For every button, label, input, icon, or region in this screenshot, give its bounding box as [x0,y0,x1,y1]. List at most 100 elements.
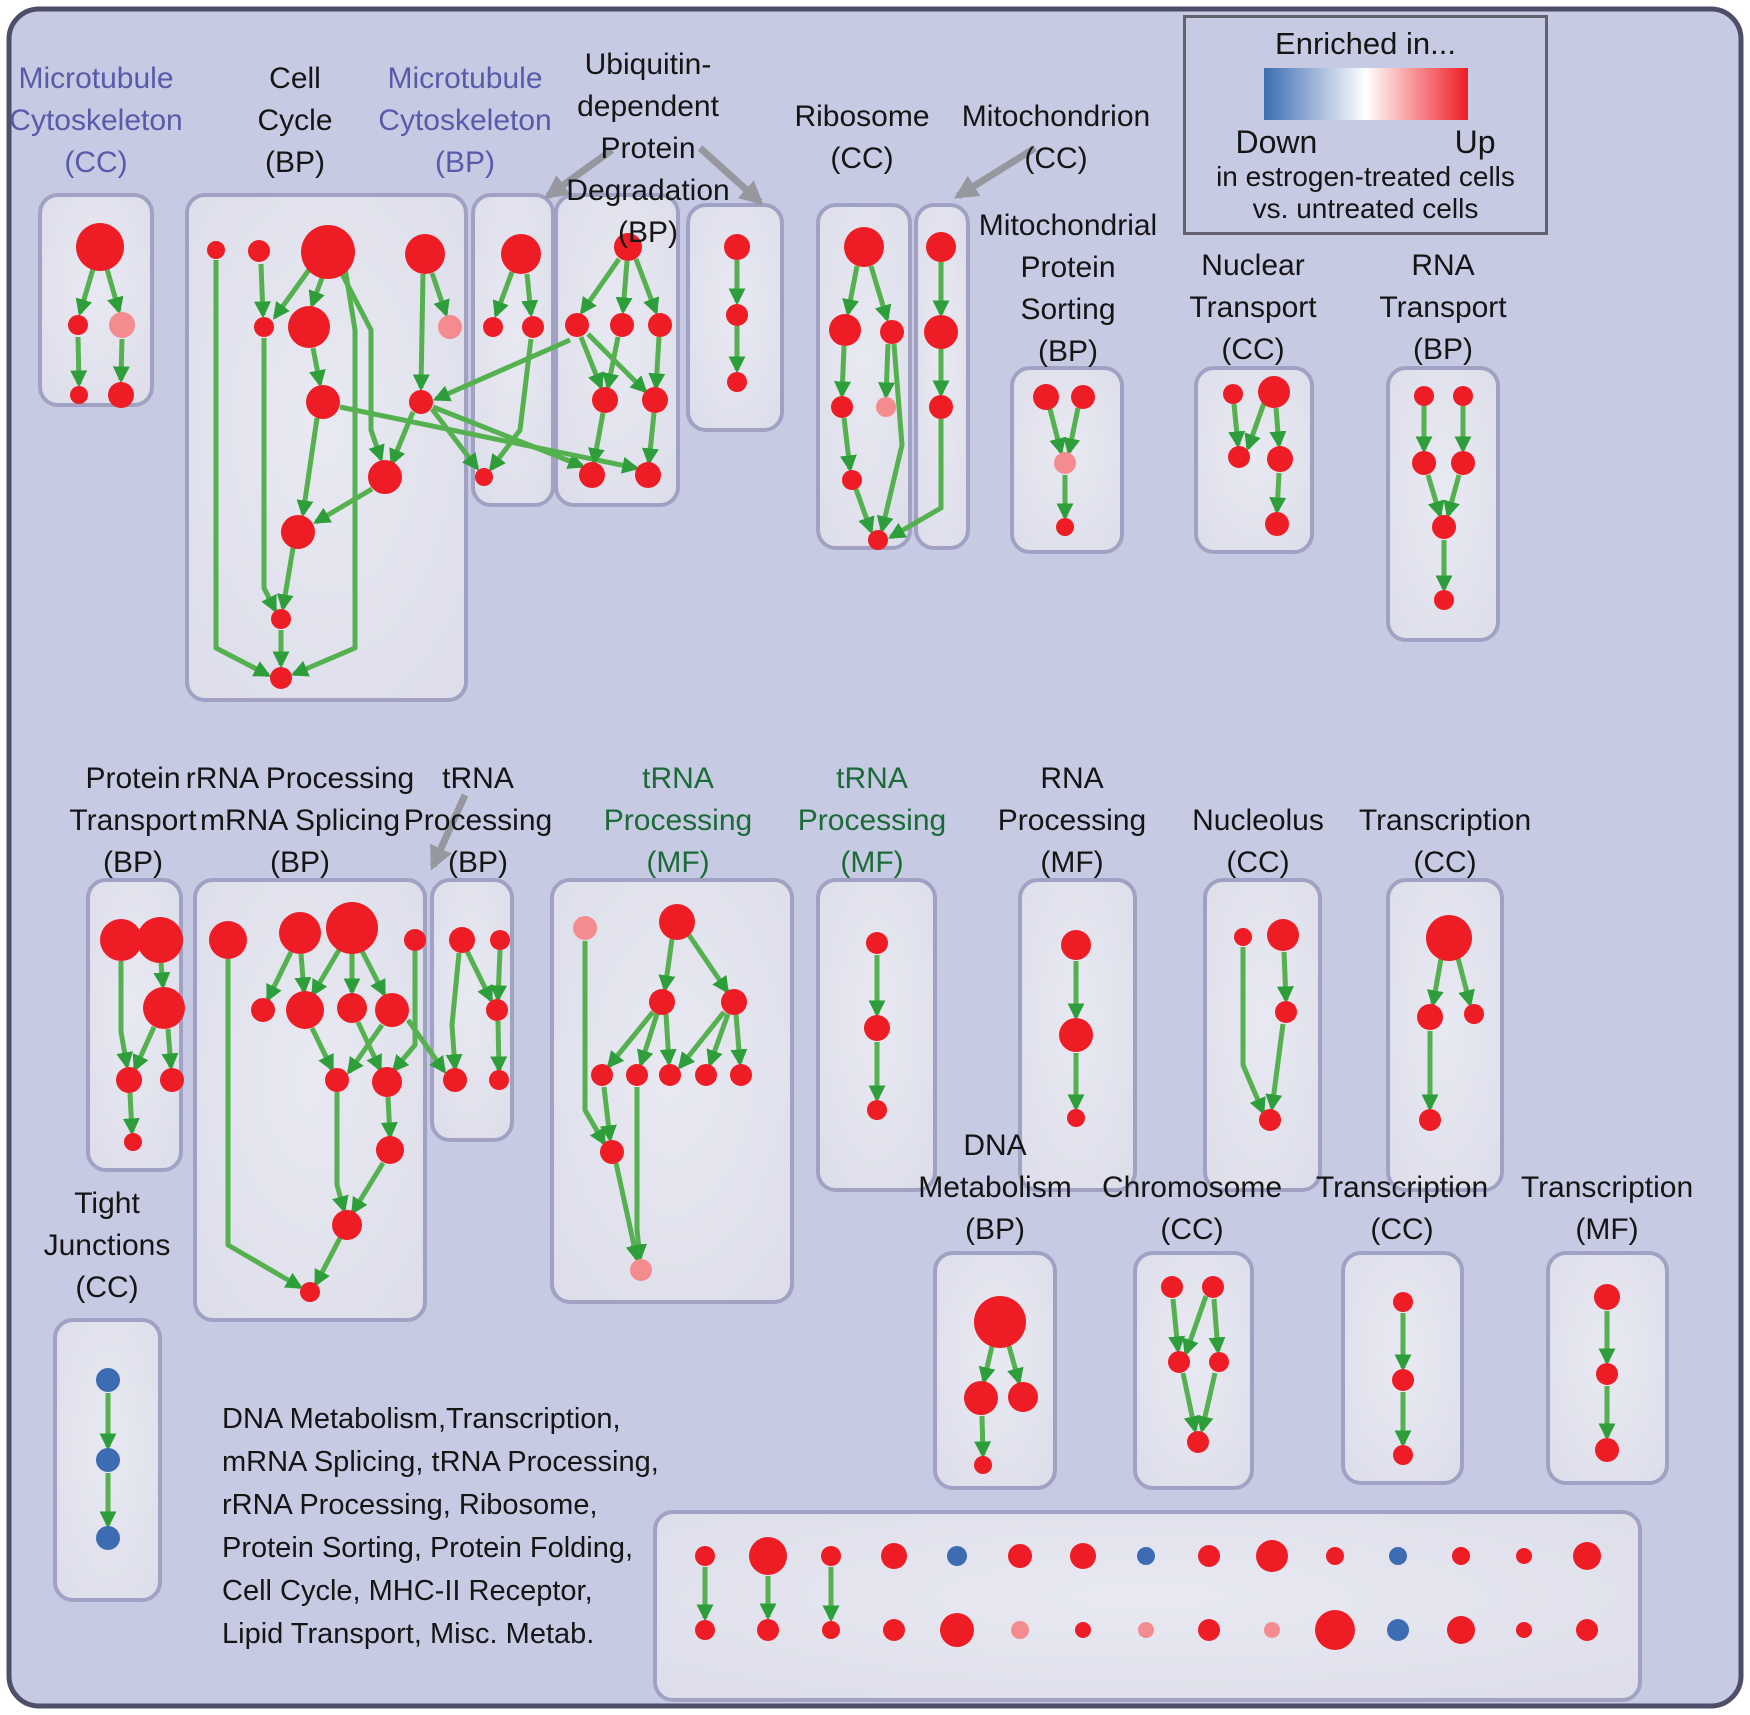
go-term-node [880,320,904,344]
go-term-node [1326,1547,1344,1565]
go-term-node [279,912,321,954]
go-term-node [947,1546,967,1566]
cluster-box-nuclear-transport-cc [1194,366,1314,554]
go-term-node [1389,1547,1407,1565]
edge-arrow [641,412,659,466]
go-term-node [1161,1276,1183,1298]
go-term-node [1595,1438,1619,1462]
go-term-node [749,1537,787,1575]
go-term-node [288,306,330,348]
edge-arrow [122,1092,140,1136]
edge-arrow [686,933,730,994]
label-pointer-arrow [697,145,764,206]
edge-arrow [1196,1372,1218,1434]
edge-arrow [648,336,666,391]
edge-arrow [313,1236,343,1288]
go-term-node [821,1546,841,1566]
go-term-node [1453,386,1473,406]
footnote-text: DNA Metabolism,Transcription, mRNA Splici… [222,1398,659,1656]
go-term-node [1393,1445,1413,1465]
go-term-node [565,313,589,337]
edge-arrow [253,263,271,319]
edge-arrow [579,257,622,315]
go-term-node [1434,590,1454,610]
cluster-box-trna-processing-mf-1 [550,878,794,1304]
go-term-node [1198,1545,1220,1567]
go-term-node [757,1619,779,1641]
edge-arrow [464,949,494,1004]
go-term-node [579,462,605,488]
legend-box: Enriched in... Down Up in estrogen-treat… [1183,15,1548,235]
edge-arrow [490,949,508,1003]
edge-arrow [633,258,660,316]
edge-arrow [878,343,896,400]
go-term-node [409,390,433,414]
go-term-node [124,1133,142,1151]
go-term-node [630,1259,652,1281]
edge-arrow [310,948,342,997]
go-term-node [109,312,135,338]
go-term-node [1426,915,1472,961]
footnote-line: Protein Sorting, Protein Folding, [222,1532,634,1564]
go-term-node [1008,1544,1032,1568]
go-term-node [1223,384,1243,404]
cluster-box-dna-metabolism-bp [933,1251,1057,1490]
go-term-node [1168,1351,1190,1373]
go-term-node [281,515,315,549]
edge-arrow [391,951,418,1073]
edge-arrow [578,336,604,391]
go-term-node [1464,1004,1484,1024]
go-term-node [254,317,274,337]
go-term-node [1067,1109,1085,1127]
edge-arrow [261,338,278,614]
edge-arrow [380,1096,398,1140]
edge-arrow [637,1013,660,1068]
edge-arrow [1455,957,1475,1008]
go-term-node [1392,1369,1414,1391]
go-term-node [486,999,508,1021]
go-term-node [1264,1622,1280,1638]
edge-arrow [1047,408,1066,456]
go-term-node [1256,1540,1288,1572]
go-term-node [501,234,541,274]
edge-arrow [521,273,539,318]
cluster-box-chromosome-cc [1133,1251,1254,1490]
legend-down-label: Down [1235,124,1318,160]
go-term-node [76,223,124,271]
edge-arrow [876,343,905,534]
go-term-node [1451,451,1475,475]
go-term-node [1594,1284,1620,1310]
footnote-line: Lipid Transport, Misc. Metab. [222,1618,595,1650]
go-term-node [1070,1543,1096,1569]
go-term-node [659,904,695,940]
go-term-node [648,313,672,337]
go-term-node [483,317,503,337]
go-term-node [300,1282,320,1302]
edge-arrow [492,271,515,319]
edge-arrow [294,953,312,995]
go-term-node [1209,1352,1229,1372]
edge-arrow [706,1013,731,1068]
go-term-node [866,932,888,954]
edge-arrow [132,1025,157,1073]
go-term-node [1228,446,1250,468]
go-term-node [1059,1018,1093,1052]
go-term-node [306,385,340,419]
edge-arrow [213,260,272,678]
go-term-node [974,1296,1026,1348]
go-term-node [626,1064,648,1086]
edge-arrow [853,488,875,535]
edge-arrow [405,1018,447,1074]
edge-arrow [116,961,134,1070]
go-term-node [108,382,134,408]
go-term-node [724,234,750,260]
go-term-node [974,1456,992,1474]
go-term-node [868,530,888,550]
edge-arrow [346,1023,385,1075]
footnote-line: rRNA Processing, Ribosome, [222,1489,598,1521]
edge-arrow [586,332,648,394]
legend-up-label: Up [1454,124,1496,160]
go-term-node [286,991,324,1029]
go-term-node [864,1015,890,1041]
go-term-node [96,1448,120,1472]
